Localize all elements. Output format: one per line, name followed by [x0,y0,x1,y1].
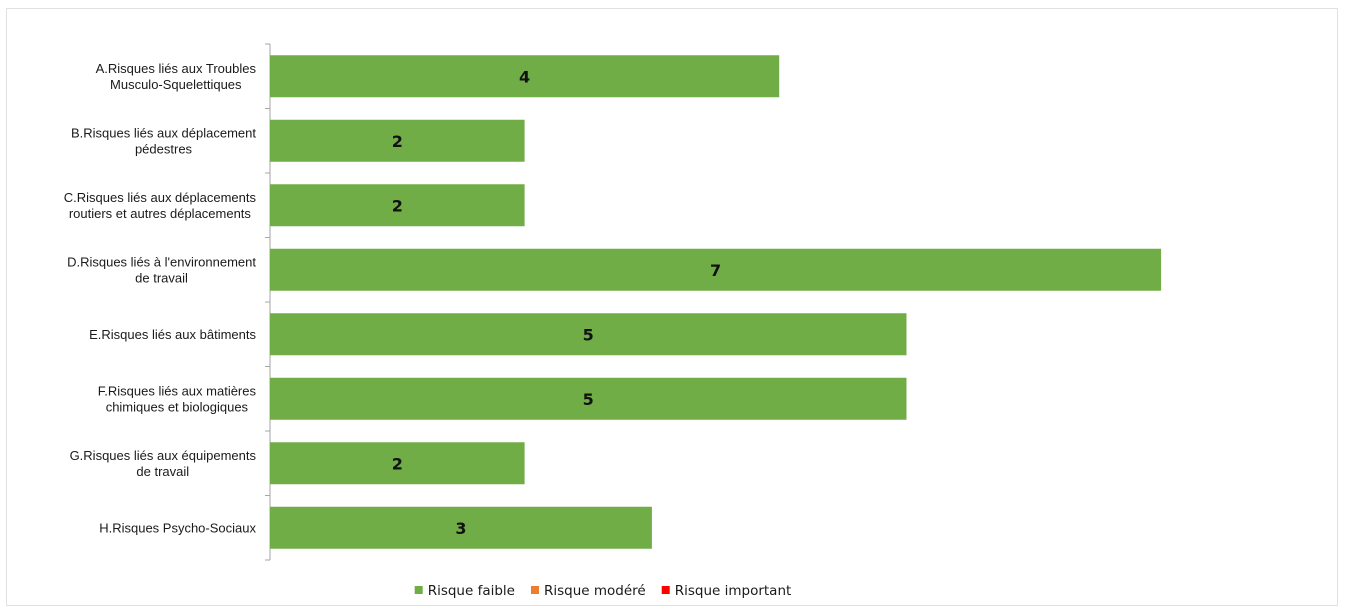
category-label-line: A.Risques liés aux Troubles [96,61,257,76]
bar [270,248,1162,291]
category-label-line: Musculo-Squelettiques [110,77,242,92]
legend-label: Risque modéré [544,583,646,599]
category-label-line: E.Risques liés aux bâtiments [89,327,256,342]
bars-layer: 4 2 2 7 5 5 2 3 [270,55,1162,549]
bar-value-label: 2 [392,454,403,473]
category-label: H.Risques Psycho-Sociaux [99,520,256,535]
category-label: D.Risques liés à l'environnement de trava… [67,254,256,285]
legend-swatch [530,586,539,594]
bar-value-label: 7 [710,261,721,280]
bar [270,506,652,549]
category-label: G.Risques liés aux équipements de travail [70,448,257,479]
category-label-line: routiers et autres déplacements [69,206,252,221]
bar-value-label: 2 [392,132,403,151]
bar [270,55,780,98]
axis-layer [265,43,271,561]
bar [270,377,907,420]
bar [270,442,525,485]
bar [270,184,525,227]
legend-label: Risque faible [428,583,515,599]
legend-item: Risque important [661,583,792,599]
bar-value-label: 5 [583,325,594,344]
category-label-line: chimiques et biologiques [106,399,249,414]
category-label: A.Risques liés aux Troubles Musculo-Squel… [96,61,257,92]
category-label: F.Risques liés aux matières chimiques et … [98,383,257,414]
bar-value-label: 5 [583,390,594,409]
legend-item: Risque faible [414,583,515,599]
category-label-line: de travail [136,464,189,479]
legend-swatch [661,586,670,594]
category-label: C.Risques liés aux déplacements routiers … [64,190,257,221]
bar-value-label: 3 [455,519,466,538]
category-label: E.Risques liés aux bâtiments [89,327,256,342]
bar [270,119,525,162]
category-label-line: F.Risques liés aux matières [98,383,257,398]
legend-swatch [414,586,423,594]
category-label-line: B.Risques liés aux déplacement [71,125,256,140]
chart-frame [6,8,1338,606]
category-label-line: D.Risques liés à l'environnement [67,254,256,269]
legend-item: Risque modéré [530,583,646,599]
legend: Risque faible Risque modéré Risque importa… [414,583,792,599]
category-label-line: H.Risques Psycho-Sociaux [99,520,256,535]
category-label: B.Risques liés aux déplacement pédestres [71,125,256,156]
bar [270,313,907,356]
bar-value-label: 4 [519,67,530,86]
category-label-line: pédestres [135,141,193,156]
category-labels: A.Risques liés aux Troubles Musculo-Squel… [64,61,257,536]
category-label-line: G.Risques liés aux équipements [70,448,257,463]
legend-label: Risque important [675,583,792,599]
bar-value-label: 2 [392,196,403,215]
category-label-line: C.Risques liés aux déplacements [64,190,257,205]
category-label-line: de travail [135,270,188,285]
